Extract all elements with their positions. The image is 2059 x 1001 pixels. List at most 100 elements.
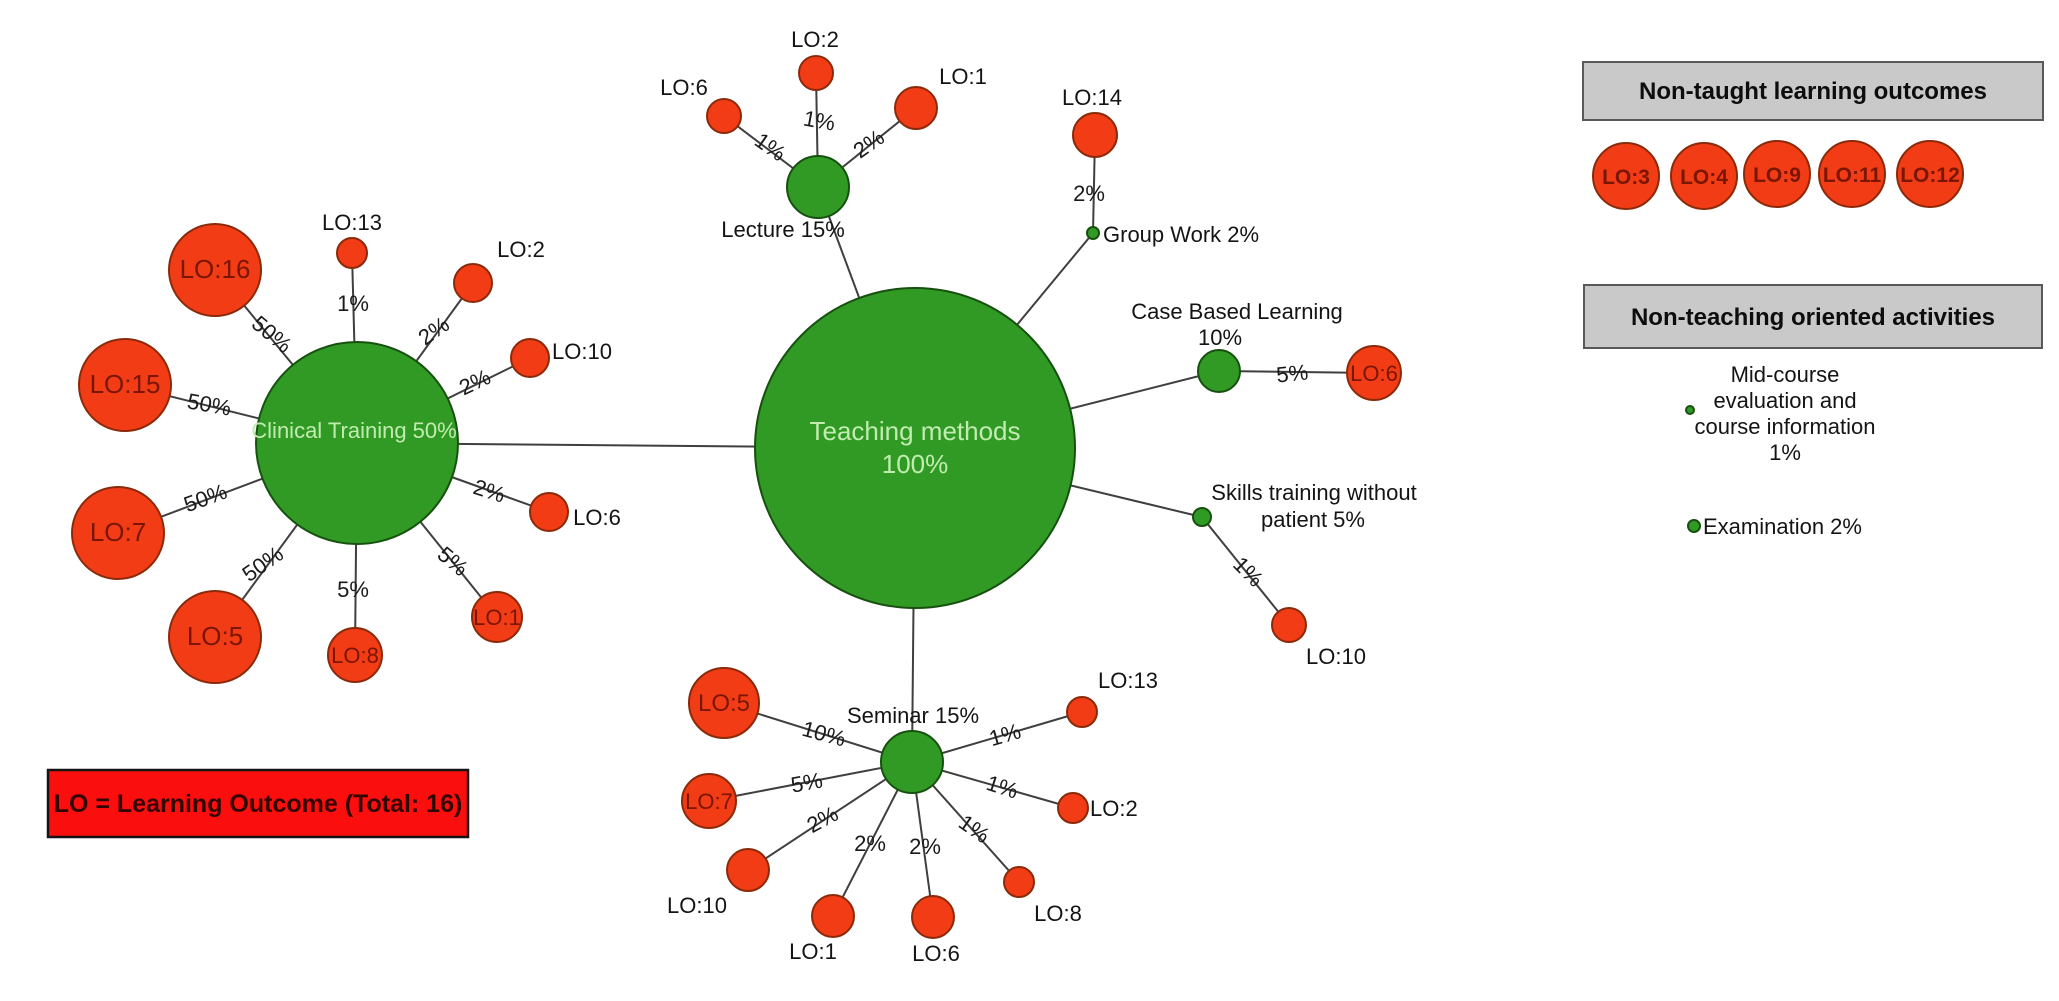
legend-non-teaching: Non-teaching oriented activities Mid-cou… <box>1583 284 2043 539</box>
groupwork-lo14-pct: 2% <box>1073 181 1105 206</box>
lo14-groupwork-label: LO:14 <box>1062 85 1122 110</box>
note-box-group: LO = Learning Outcome (Total: 16) <box>46 768 470 839</box>
lo1-clinical-node <box>471 591 523 643</box>
clinical-lo1-pct: 5% <box>433 541 473 581</box>
lo6-seminar-label: LO:6 <box>912 941 960 966</box>
case-based-learning-label-line2: 10% <box>1198 325 1242 350</box>
note-text: LO = Learning Outcome (Total: 16) <box>54 790 463 818</box>
edge-skills-lo10 <box>1201 516 1290 626</box>
seminar-lo13-pct: 1% <box>986 718 1023 751</box>
lo10-clinical-label: LO:10 <box>552 339 612 364</box>
lo1-lecture-node <box>894 86 938 130</box>
lo9-legend-text: LO:9 <box>1753 164 1801 187</box>
midcourse-label-line4: 1% <box>1769 440 1801 465</box>
lo6-clinical-label: LO:6 <box>573 505 621 530</box>
lo10-seminar-node <box>726 848 770 892</box>
midcourse-label-line3: course information <box>1695 414 1876 439</box>
legend-non-teaching-box <box>1583 284 2043 349</box>
lo13-seminar-node <box>1066 696 1098 728</box>
seminar-lo1-pct: 2% <box>854 831 886 856</box>
lo13-clinical-node <box>336 237 368 269</box>
seminar-lo5-pct: 10% <box>799 716 848 752</box>
group-work-node <box>1086 226 1100 240</box>
lo3-legend-text: LO:3 <box>1602 166 1650 189</box>
clinical-lo13-pct: 1% <box>337 291 369 316</box>
lo8-clinical-node <box>327 627 383 683</box>
lo7-clinical-text: LO:7 <box>90 517 146 547</box>
lo1-clinical-text: LO:1 <box>473 605 521 630</box>
lo1-seminar-label: LO:1 <box>789 939 837 964</box>
lo2-clinical-label: LO:2 <box>497 237 545 262</box>
lo15-clinical-node <box>78 338 172 432</box>
seminar-lo7-pct: 5% <box>789 768 825 798</box>
legend-non-taught: Non-taught learning outcomes LO:3 LO:4 L… <box>1582 61 2044 210</box>
clinical-lo15-pct: 50% <box>185 388 233 420</box>
lo6-lecture-label: LO:6 <box>660 75 708 100</box>
note-box <box>46 768 470 839</box>
edge-seminar-lo7 <box>708 761 913 802</box>
midcourse-label-line2: evaluation and <box>1713 388 1856 413</box>
teaching-methods-label-line1: Teaching methods <box>809 416 1020 446</box>
lo16-clinical-text: LO:16 <box>180 254 251 284</box>
lo8-seminar-label: LO:8 <box>1034 901 1082 926</box>
node-labels: Lecture 15% LO:6 LO:2 LO:1 LO:14 Group W… <box>322 27 1417 966</box>
lo14-groupwork-node <box>1072 112 1118 158</box>
lo13-clinical-label: LO:13 <box>322 210 382 235</box>
midcourse-dot <box>1685 405 1695 415</box>
lo2-lecture-label: LO:2 <box>791 27 839 52</box>
lo6-lecture-node <box>706 98 742 134</box>
nodes: Teaching methods 100% Clinical Training … <box>71 55 1402 939</box>
lo12-legend-node <box>1896 140 1964 208</box>
lecture-label: Lecture 15% <box>721 217 845 242</box>
lo4-legend-text: LO:4 <box>1680 166 1728 189</box>
lo15-clinical-text: LO:15 <box>90 369 161 399</box>
examination-dot <box>1687 519 1701 533</box>
clinical-lo8-pct: 5% <box>337 577 369 602</box>
legend-non-teaching-title: Non-teaching oriented activities <box>1631 304 1995 331</box>
lo5-seminar-node <box>688 667 760 739</box>
lo16-clinical-node <box>168 223 262 317</box>
lo11-legend-text: LO:11 <box>1823 164 1882 187</box>
lo12-legend-text: LO:12 <box>1900 164 1960 187</box>
case-based-learning-node <box>1197 349 1241 393</box>
lo5-clinical-node <box>168 590 262 684</box>
lecture-lo2-pct: 1% <box>801 106 837 136</box>
skills-training-label-line2: patient 5% <box>1261 507 1365 532</box>
seminar-label: Seminar 15% <box>847 703 979 728</box>
lo10-skills-node <box>1271 607 1307 643</box>
clinical-lo7-pct: 50% <box>180 479 230 518</box>
clinical-lo10-pct: 2% <box>455 364 494 400</box>
seminar-lo6-pct: 2% <box>909 834 941 859</box>
case-based-learning-label-line1: Case Based Learning <box>1131 299 1343 324</box>
teaching-methods-label-line2: 100% <box>882 449 949 479</box>
casebased-lo6-pct: 5% <box>1275 359 1309 387</box>
lo2-seminar-label: LO:2 <box>1090 796 1138 821</box>
lo13-seminar-label: LO:13 <box>1098 668 1158 693</box>
midcourse-label-line1: Mid-course <box>1731 362 1840 387</box>
legend-non-taught-title: Non-taught learning outcomes <box>1639 78 1987 105</box>
clinical-training-label: Clinical Training 50% <box>251 418 456 443</box>
lo2-lecture-node <box>798 55 834 91</box>
seminar-node <box>880 730 944 794</box>
clinical-training-node <box>255 341 459 545</box>
lecture-node <box>786 155 850 219</box>
edge-seminar-lo10 <box>747 761 913 871</box>
legend-non-taught-box <box>1582 61 2044 121</box>
lo6-casebased-node <box>1346 345 1402 401</box>
skills-training-node <box>1192 507 1212 527</box>
lo8-clinical-text: LO:8 <box>331 643 379 668</box>
lo1-lecture-label: LO:1 <box>939 64 987 89</box>
lo4-legend-node <box>1670 142 1738 210</box>
examination-label: Examination 2% <box>1703 514 1862 539</box>
lo3-legend-node <box>1592 142 1660 210</box>
lo2-clinical-node <box>453 263 493 303</box>
clinical-lo6-pct: 2% <box>470 474 508 508</box>
lo5-seminar-text: LO:5 <box>698 690 750 717</box>
lo10-skills-label: LO:10 <box>1306 644 1366 669</box>
lo10-clinical-node <box>510 338 550 378</box>
lo5-clinical-text: LO:5 <box>187 621 243 651</box>
lo7-seminar-text: LO:7 <box>685 789 733 814</box>
lo10-seminar-label: LO:10 <box>667 893 727 918</box>
skills-training-label-line1: Skills training without <box>1211 480 1416 505</box>
